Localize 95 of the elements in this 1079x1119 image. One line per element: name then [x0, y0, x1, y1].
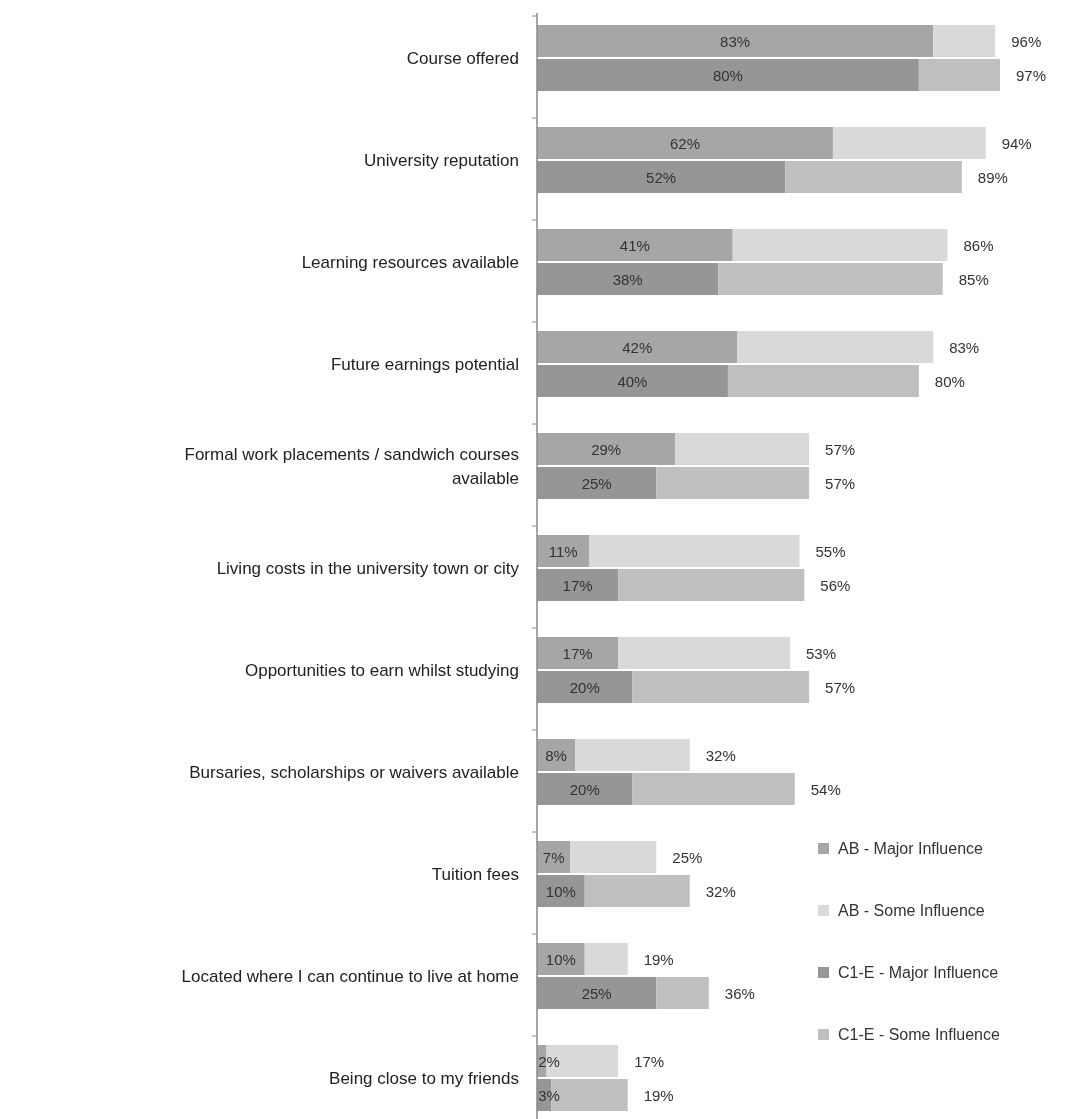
total-label: 83%	[949, 339, 980, 356]
data-label: 38%	[612, 271, 643, 288]
total-label: 94%	[1001, 135, 1032, 152]
data-label: 40%	[617, 373, 648, 390]
bar	[537, 127, 833, 159]
y-tick-label: Bursaries, scholarships or waivers available	[189, 762, 519, 782]
data-label: 25%	[581, 475, 612, 492]
total-label: 32%	[705, 747, 736, 764]
bar	[575, 739, 690, 771]
data-label: 80%	[712, 67, 743, 84]
total-label: 32%	[705, 883, 736, 900]
total-label: 57%	[825, 441, 856, 458]
total-label: 19%	[643, 1087, 674, 1104]
y-tick-label: Course offered	[406, 48, 519, 68]
total-label: 36%	[724, 985, 755, 1002]
bar	[537, 977, 657, 1009]
total-label: 17%	[634, 1053, 665, 1070]
bar	[584, 875, 690, 907]
bar	[537, 331, 738, 363]
y-tick-label: Being close to my friends	[329, 1068, 519, 1088]
data-label: 10%	[545, 883, 576, 900]
bar	[537, 535, 590, 567]
y-tick-label: Living costs in the university town or city	[216, 558, 520, 578]
data-label: 2%	[538, 1053, 560, 1070]
bar	[537, 25, 934, 57]
total-label: 89%	[977, 169, 1008, 186]
total-label: 19%	[643, 951, 674, 968]
legend-label: AB - Major Influence	[838, 840, 984, 857]
data-label: 3%	[538, 1087, 560, 1104]
data-label: 20%	[569, 781, 600, 798]
data-label: 20%	[569, 679, 600, 696]
bar	[618, 637, 790, 669]
data-label: 8%	[545, 747, 567, 764]
data-label: 10%	[545, 951, 576, 968]
y-tick-label: Tuition fees	[431, 864, 519, 884]
total-label: 97%	[1016, 67, 1047, 84]
total-label: 57%	[825, 475, 856, 492]
data-label: 62%	[669, 135, 700, 152]
bar	[675, 433, 810, 465]
bar	[632, 671, 810, 703]
bar	[632, 773, 795, 805]
data-label: 83%	[720, 33, 751, 50]
bar	[718, 263, 943, 295]
total-label: 57%	[825, 679, 856, 696]
bar	[570, 841, 657, 873]
total-label: 54%	[810, 781, 841, 798]
total-label: 85%	[958, 271, 989, 288]
bar	[537, 773, 633, 805]
bar	[589, 535, 800, 567]
bar	[732, 229, 948, 261]
bar	[656, 467, 810, 499]
data-label: 17%	[562, 577, 593, 594]
y-tick-label: University reputation	[364, 150, 519, 170]
data-label: 52%	[646, 169, 677, 186]
total-label: 55%	[815, 543, 846, 560]
legend-label: C1-E - Some Influence	[838, 1026, 1000, 1043]
total-label: 80%	[934, 373, 965, 390]
bar	[656, 977, 709, 1009]
bar	[537, 467, 657, 499]
data-label: 29%	[591, 441, 622, 458]
total-label: 25%	[672, 849, 703, 866]
bar	[618, 569, 805, 601]
total-label: 56%	[820, 577, 851, 594]
y-tick-label: Located where I can continue to live at home	[181, 966, 519, 986]
bar	[537, 637, 619, 669]
total-label: 86%	[963, 237, 994, 254]
total-label: 53%	[805, 645, 837, 662]
bar	[727, 365, 919, 397]
y-tick-label: Future earnings potential	[330, 354, 519, 374]
data-label: 17%	[562, 645, 593, 662]
total-label: 96%	[1011, 33, 1042, 50]
bar	[584, 943, 628, 975]
data-label: 11%	[548, 543, 578, 560]
data-label: 42%	[622, 339, 653, 356]
bar	[918, 59, 1000, 91]
y-tick-label: Formal work placements / sandwich courses available	[184, 444, 519, 488]
bar	[737, 331, 934, 363]
bar	[537, 59, 919, 91]
bar	[537, 365, 728, 397]
bar	[537, 229, 733, 261]
data-label: 25%	[581, 985, 612, 1002]
bar	[832, 127, 986, 159]
legend-label: AB - Some Influence	[838, 902, 985, 919]
bar	[537, 569, 619, 601]
bar	[537, 263, 719, 295]
data-label: 7%	[542, 849, 565, 866]
bar	[537, 671, 633, 703]
bar	[785, 161, 962, 193]
legend-label: C1-E - Major Influence	[838, 964, 999, 981]
bar	[537, 433, 676, 465]
y-tick-label: Opportunities to earn whilst studying	[244, 660, 519, 680]
bar	[933, 25, 996, 57]
bar	[537, 161, 786, 193]
data-label: 41%	[619, 237, 650, 254]
y-tick-label: Learning resources available	[301, 252, 519, 272]
